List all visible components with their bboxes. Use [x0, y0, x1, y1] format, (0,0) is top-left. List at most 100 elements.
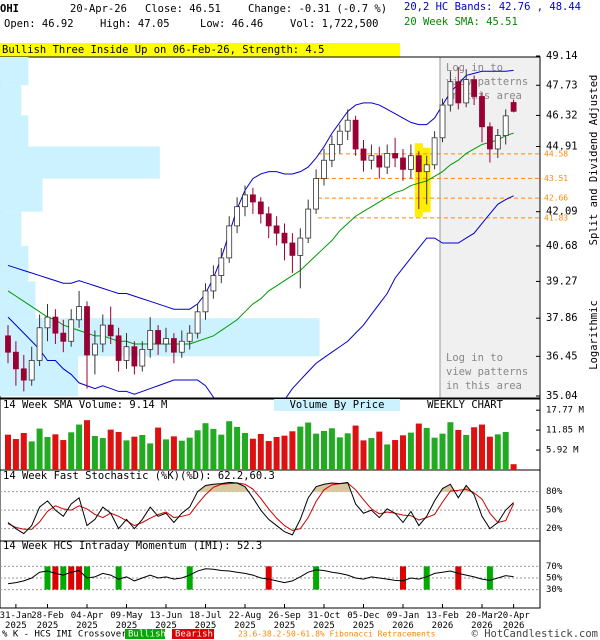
candle-body — [415, 155, 422, 173]
candle-body — [170, 338, 177, 353]
volume-by-price-bar — [0, 178, 43, 212]
candle-body — [400, 157, 406, 170]
imi-crossover-bearish — [400, 566, 406, 590]
volume-bar — [84, 420, 90, 470]
stochastic-overbought — [197, 482, 472, 492]
imi-crossover-bearish — [265, 566, 272, 590]
volume-bar — [510, 464, 517, 470]
volume-bar — [321, 430, 327, 470]
lower-band — [7, 195, 514, 398]
volume-by-price-bar — [0, 281, 36, 319]
volume-by-price-bar — [0, 211, 22, 246]
volume-bar — [313, 433, 320, 470]
candle-body — [455, 81, 462, 104]
volume-bar — [471, 427, 478, 470]
sma-legend: 20 Week SMA: 45.51 — [404, 16, 518, 28]
volume-bar — [289, 431, 296, 470]
volume-bar — [447, 422, 454, 470]
volume-bar — [5, 434, 11, 470]
imi-crossover-bullish — [186, 566, 193, 590]
candle-body — [486, 126, 493, 150]
volume-bar — [297, 426, 304, 470]
candle-body — [194, 311, 201, 334]
login-notice: in this area — [446, 380, 522, 392]
symbol: OHI — [0, 3, 19, 15]
fibonacci-value: 43.51 — [544, 174, 568, 183]
x-tick-label: 20-Mar 2026 — [466, 611, 499, 631]
candle-body — [155, 330, 162, 345]
imi-frame — [0, 540, 541, 609]
vbp-label: Volume By Price — [290, 399, 385, 411]
candle-body — [210, 275, 217, 292]
volume-bar — [431, 437, 438, 470]
imi-crossover-bearish — [76, 566, 83, 590]
candle-body — [84, 306, 90, 356]
volume-bar — [479, 424, 485, 470]
pattern-banner: Bullish Three Inside Up on 06-Feb-26, St… — [2, 44, 324, 56]
x-tick-label: 18-Jul 2025 — [189, 611, 222, 631]
fibonacci-value: 44.58 — [544, 149, 568, 158]
volume-bar — [12, 439, 19, 470]
stochastic-tick-label: 20% — [546, 524, 563, 534]
candle-body — [28, 360, 35, 381]
volume: Vol: 1,722,500 — [290, 18, 379, 30]
copyright: © HotCandlestick.com — [472, 628, 598, 640]
date: 20-Apr-26 — [70, 3, 127, 15]
candle-body — [510, 102, 517, 112]
candle-body — [131, 346, 138, 367]
volume-bar — [376, 431, 383, 470]
candle-body — [52, 316, 59, 334]
x-tick-label: 13-Jun 2025 — [150, 611, 183, 631]
volume-bar — [455, 429, 462, 470]
volume-bar — [91, 436, 98, 470]
volume-bar — [463, 434, 470, 470]
volume-tick-label: 11.85 M — [546, 426, 585, 436]
volume-title: 14 Week SMA Volume: 9.14 M — [3, 399, 167, 411]
fibonacci-value: 41.83 — [544, 213, 568, 222]
right-axis-label: Split and Dividend Adjusted — [588, 75, 600, 246]
scale-label: Logarithmic — [588, 300, 600, 370]
price-panel — [439, 57, 540, 398]
candle-body — [44, 316, 51, 329]
candle-body — [5, 335, 11, 353]
imi-tick-label: 50% — [546, 574, 563, 584]
volume-bar — [218, 434, 225, 470]
candle-body — [36, 327, 43, 361]
volume-bar — [60, 440, 67, 470]
candle-body — [147, 330, 154, 350]
candle-body — [431, 137, 438, 166]
pattern-banner-bg — [0, 43, 400, 57]
x-tick-label: 22-Aug 2025 — [229, 611, 262, 631]
candle-body — [12, 351, 19, 370]
change: Change: -0.31 (-0.7 %) — [248, 3, 387, 15]
volume-bar — [44, 437, 51, 470]
high: High: 47.05 — [100, 18, 170, 30]
crossover-label: % K - HCS IMI Crossover: — [2, 630, 132, 640]
candle-body — [328, 144, 335, 161]
login-notice: view patterns — [446, 366, 528, 378]
volume-by-price-bar — [0, 245, 29, 282]
volume-by-price-bar — [0, 356, 79, 396]
candle-body — [392, 153, 399, 159]
candle-body — [107, 324, 114, 337]
candle-body — [99, 324, 106, 345]
y-tick-label: 44.91 — [546, 140, 578, 152]
candle-body — [494, 135, 501, 150]
volume-bar — [336, 437, 343, 470]
x-tick-label: 04-Apr 2025 — [71, 611, 104, 631]
candle-body — [68, 319, 75, 342]
close: Close: 46.51 — [145, 3, 221, 15]
volume-bar — [352, 425, 359, 470]
volume-bar — [131, 436, 138, 470]
y-tick-label: 39.27 — [546, 275, 578, 287]
candle-body — [297, 237, 304, 256]
candle-body — [479, 96, 485, 128]
x-tick-label: 13-Feb 2026 — [426, 611, 459, 631]
fibonacci-value: 42.66 — [544, 194, 568, 203]
volume-bar — [242, 432, 248, 470]
volume-bar — [163, 439, 169, 470]
stochastic-tick-label: 50% — [546, 506, 563, 516]
volume-bar — [423, 427, 430, 470]
candle-body — [471, 79, 478, 97]
volume-bar — [147, 443, 154, 470]
